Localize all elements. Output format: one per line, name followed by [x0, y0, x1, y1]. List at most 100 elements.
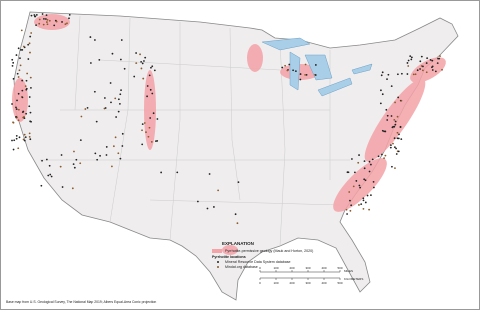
location-dot	[398, 133, 400, 136]
location-dot	[386, 114, 389, 117]
location-dot	[133, 75, 136, 78]
location-dot	[23, 115, 25, 118]
location-dot	[121, 145, 124, 147]
location-dot	[104, 107, 107, 109]
legend-title: EXPLANATION	[222, 241, 254, 246]
legend-subtitle: Pyrrhotite locations	[212, 255, 246, 259]
location-dot	[149, 117, 152, 119]
location-dot	[150, 140, 153, 143]
location-dot	[50, 175, 53, 178]
location-dot	[17, 147, 20, 150]
great-lakes	[261, 37, 373, 97]
location-dot	[30, 14, 33, 17]
location-dot	[29, 138, 32, 141]
location-dot	[105, 146, 108, 148]
location-dot	[143, 60, 145, 62]
location-dot	[370, 194, 372, 197]
location-dot	[17, 108, 20, 111]
location-dot	[89, 62, 92, 64]
scale-label: 200	[289, 281, 294, 285]
location-dot	[396, 137, 399, 140]
location-dot	[21, 48, 24, 51]
location-dot	[364, 179, 367, 182]
location-dot	[12, 61, 15, 64]
location-dot	[431, 59, 434, 62]
location-dot	[392, 125, 395, 128]
location-dot	[371, 158, 374, 161]
location-dot	[148, 74, 151, 77]
location-dot	[141, 62, 144, 65]
location-dot	[304, 73, 307, 76]
location-dot	[25, 112, 28, 115]
location-dot	[141, 123, 144, 126]
location-dot	[135, 62, 138, 65]
location-dot	[393, 146, 396, 149]
location-dot	[11, 58, 14, 61]
location-dot	[16, 72, 19, 75]
location-dot	[384, 154, 387, 157]
scale-unit: KILOMETERS	[344, 277, 363, 281]
location-dot	[299, 73, 302, 75]
location-dot	[120, 89, 122, 92]
location-dot	[410, 58, 413, 61]
location-dot	[176, 171, 179, 174]
location-dot	[29, 76, 32, 79]
location-dot	[346, 213, 348, 215]
location-dot	[394, 167, 396, 169]
location-dot	[429, 58, 432, 61]
legend-dot	[217, 261, 219, 263]
location-dot	[12, 77, 15, 80]
location-dot	[28, 105, 31, 108]
scale-label: 200	[289, 266, 294, 270]
scale-label: 400	[321, 266, 326, 270]
location-dot	[43, 17, 45, 20]
location-dot	[422, 69, 424, 72]
location-dot	[25, 79, 28, 82]
location-dot	[40, 184, 43, 187]
location-dot	[105, 154, 108, 156]
location-dot	[362, 197, 365, 200]
location-dot	[237, 181, 240, 184]
location-dot	[347, 171, 350, 174]
location-dot	[414, 73, 417, 76]
location-dot	[385, 108, 388, 111]
location-dot	[353, 171, 356, 174]
location-dot	[49, 173, 52, 176]
location-dot	[84, 108, 87, 110]
location-dot	[48, 164, 51, 167]
location-dot	[314, 74, 317, 76]
location-dot	[86, 106, 89, 109]
location-dot	[146, 95, 148, 98]
location-dot	[399, 126, 402, 128]
location-dot	[120, 39, 123, 41]
location-dot	[73, 150, 75, 153]
location-dot	[284, 64, 287, 67]
location-dot	[288, 63, 291, 66]
location-dot	[425, 71, 428, 74]
location-dot	[121, 132, 124, 135]
location-dot	[111, 165, 113, 168]
legend-mindat: Mindat.org database	[225, 265, 258, 269]
location-dot	[21, 79, 24, 82]
location-dot	[38, 18, 41, 21]
location-dot	[59, 165, 62, 168]
location-dot	[149, 88, 152, 91]
location-dot	[299, 78, 302, 81]
location-dot	[357, 161, 360, 164]
location-dot	[112, 145, 115, 148]
location-dot	[364, 201, 367, 204]
location-dot	[381, 153, 383, 156]
location-dot	[394, 123, 397, 126]
location-dot	[407, 65, 410, 67]
location-dot	[355, 180, 358, 182]
location-dot	[68, 17, 70, 20]
location-dot	[11, 139, 13, 142]
location-dot	[42, 23, 45, 26]
location-dot	[349, 199, 351, 202]
location-dot	[110, 101, 112, 104]
location-dot	[352, 185, 355, 188]
location-dot	[406, 62, 409, 64]
location-dot	[234, 213, 237, 216]
location-dot	[119, 157, 122, 160]
location-dot	[345, 208, 348, 211]
